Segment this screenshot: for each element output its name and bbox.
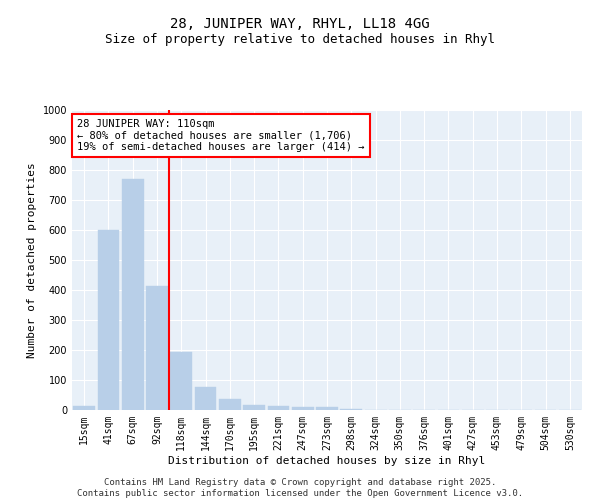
Bar	[97, 230, 119, 410]
Bar	[292, 406, 314, 410]
Text: Contains HM Land Registry data © Crown copyright and database right 2025.
Contai: Contains HM Land Registry data © Crown c…	[77, 478, 523, 498]
Bar	[316, 406, 338, 410]
Bar	[122, 179, 143, 410]
Bar	[340, 408, 362, 410]
Text: Size of property relative to detached houses in Rhyl: Size of property relative to detached ho…	[105, 32, 495, 46]
Bar	[146, 286, 168, 410]
Bar	[268, 406, 289, 410]
Text: 28 JUNIPER WAY: 110sqm
← 80% of detached houses are smaller (1,706)
19% of semi-: 28 JUNIPER WAY: 110sqm ← 80% of detached…	[77, 119, 365, 152]
Bar	[243, 404, 265, 410]
Bar	[170, 352, 192, 410]
Bar	[73, 406, 95, 410]
Text: 28, JUNIPER WAY, RHYL, LL18 4GG: 28, JUNIPER WAY, RHYL, LL18 4GG	[170, 18, 430, 32]
Bar	[194, 386, 217, 410]
Y-axis label: Number of detached properties: Number of detached properties	[27, 162, 37, 358]
X-axis label: Distribution of detached houses by size in Rhyl: Distribution of detached houses by size …	[169, 456, 485, 466]
Bar	[219, 398, 241, 410]
